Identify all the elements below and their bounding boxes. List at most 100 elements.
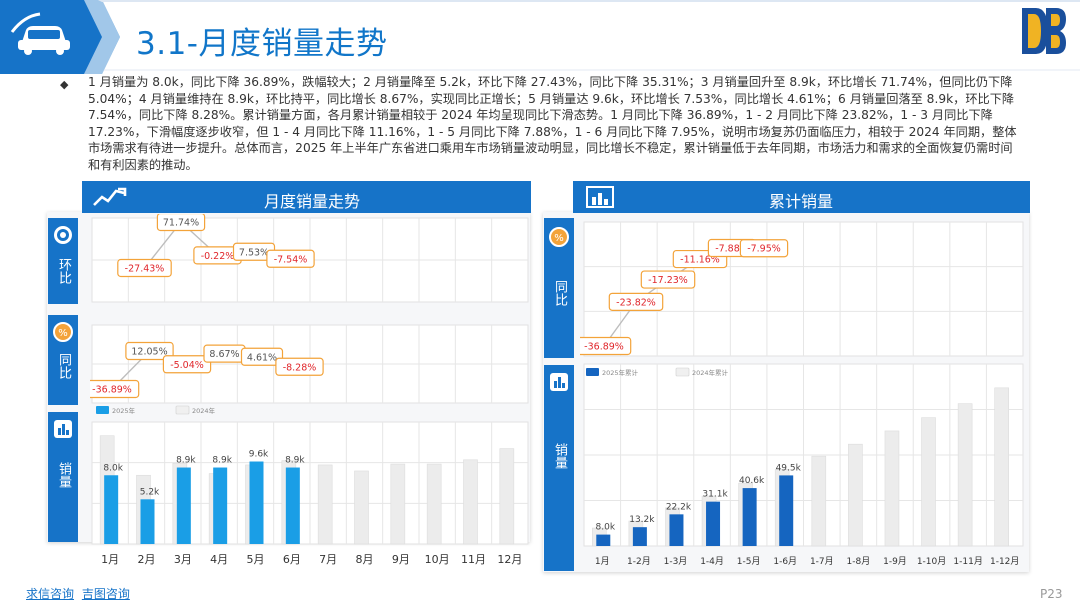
tile-sales-right: 销量	[544, 365, 574, 571]
monthly_mom-data-label: -0.22%	[201, 251, 235, 262]
cumulative_sales-bar-2024	[884, 430, 900, 547]
cumulative_yoy-data-label-box	[739, 239, 789, 258]
cumulative_sales-tick-label: 1月	[595, 556, 610, 567]
car-icon	[10, 12, 70, 55]
right-panel-header: 累计销量	[573, 181, 1030, 213]
tile-yoy-right-label: 同比	[552, 280, 567, 306]
monthly_yoy-data-label: -36.89%	[92, 385, 132, 396]
chart-cumulative-sales: 8.0k 1月 13.2k 1-2月 22.2k 1-3月 31.1k 1-4月 40.6k 1-…	[583, 363, 1024, 567]
cumulative_sales-bar-2024	[957, 403, 973, 547]
cumulative_sales-bar-2024	[994, 387, 1010, 547]
monthly_yoy-data-label-box	[162, 355, 212, 374]
column-chart-icon	[550, 373, 568, 391]
right-panel-title: 累计销量	[769, 192, 834, 211]
monthly_yoy-data-label: -5.04%	[170, 360, 204, 371]
monthly_yoy-data-label-box	[240, 347, 284, 366]
monthly_sales-legend-2025: 2025年	[112, 406, 136, 415]
monthly_sales-legend-2024: 2024年	[192, 406, 216, 415]
cumulative_sales-tick-label: 1-12月	[990, 556, 1019, 567]
monthly_sales-tick-label: 9月	[392, 553, 410, 566]
chart-monthly-yoy: -36.89% 12.05%-5.04% 8.67% 4.61% -8.28%	[90, 324, 529, 404]
monthly_sales-bar-2024	[463, 459, 478, 545]
monthly_sales-tick-label: 6月	[283, 553, 301, 566]
tile-mom-label: 环比	[56, 258, 71, 284]
tile-yoy-left-label: 同比	[56, 353, 71, 379]
cumulative_sales-tick-label: 1-11月	[953, 556, 982, 567]
tile-mom: 环比	[48, 218, 78, 304]
column-chart-icon	[54, 420, 72, 438]
monthly_sales-bar-2025	[140, 499, 155, 544]
monthly_sales-value-label: 8.9k	[176, 456, 196, 466]
cumulative_sales-tick-label: 1-9月	[883, 556, 907, 567]
cumulative_sales-tick-label: 1-5月	[737, 556, 761, 567]
monthly_sales-bar-2024	[390, 463, 406, 545]
monthly_mom-data-label: 71.74%	[163, 218, 199, 229]
monthly_sales-bar-2024	[317, 464, 333, 545]
tile-yoy-right: % 同比	[544, 218, 574, 358]
footer-link-2[interactable]: 吉图咨询	[81, 587, 130, 601]
chart-monthly-mom: -27.43% 71.74% -0.22% 7.53% -7.54%	[91, 214, 529, 303]
cumulative_sales-tick-label: 1-10月	[917, 556, 946, 567]
monthly_sales-tick-label: 3月	[174, 553, 192, 566]
cumulative_yoy-data-label: -23.82%	[616, 297, 656, 308]
cumulative_sales-legend-swatch-2024	[675, 367, 690, 377]
bullet-icon: ◆	[60, 78, 69, 91]
cumulative_yoy-data-label-box	[608, 292, 664, 311]
left-panel-header: 月度销量走势	[82, 181, 531, 213]
cumulative_sales-tick-label: 1-7月	[810, 556, 834, 567]
cumulative_yoy-data-label: -11.16%	[680, 255, 720, 266]
monthly_sales-bar-2025	[213, 467, 228, 544]
monthly_sales-legend-swatch-2025	[96, 406, 109, 414]
cumulative_sales-bar-2025	[632, 527, 647, 546]
footer-links: 求信咨询 吉图咨询	[26, 585, 134, 602]
monthly_mom-data-label: 7.53%	[239, 247, 269, 258]
percent-badge-icon: %	[549, 227, 569, 247]
cumulative_sales-bar-2024	[811, 455, 827, 547]
monthly_yoy-data-label: -8.28%	[283, 362, 317, 373]
monthly_sales-tick-label: 1月	[101, 553, 119, 566]
cumulative_sales-legend-2025: 2025年累计	[602, 368, 639, 377]
monthly_sales-bar-2025	[104, 475, 119, 544]
cumulative_sales-tick-label: 1-8月	[847, 556, 871, 567]
monthly_mom-data-label: -27.43%	[125, 264, 165, 275]
cumulative_sales-value-label: 31.1k	[702, 490, 728, 500]
monthly_sales-legend-swatch-2024	[175, 405, 190, 415]
monthly_yoy-data-label: 4.61%	[247, 352, 277, 363]
monthly_sales-value-label: 8.9k	[285, 456, 305, 466]
monthly_sales-tick-label: 12月	[497, 553, 522, 566]
footer-link-1[interactable]: 求信咨询	[26, 587, 75, 601]
tile-sales-right-label: 销量	[552, 443, 567, 469]
monthly_yoy-data-label-box	[275, 357, 324, 376]
cumulative_sales-tick-label: 1-6月	[773, 556, 797, 567]
brand-logo	[1022, 8, 1066, 54]
cumulative_sales-value-label: 13.2k	[629, 515, 655, 525]
svg-text:%: %	[554, 233, 564, 244]
tile-sales-left: 销量	[48, 412, 78, 542]
page-title: 3.1-月度销量走势	[136, 26, 388, 62]
cumulative_sales-legend-swatch-2025	[586, 368, 599, 376]
cumulative_yoy-data-label: -36.89%	[584, 342, 624, 353]
monthly_sales-tick-label: 2月	[138, 553, 156, 566]
monthly_sales-bar-2025	[285, 467, 300, 544]
monthly_sales-value-label: 8.0k	[103, 463, 123, 473]
cumulative_yoy-data-label: -7.88%	[715, 244, 749, 255]
chart-monthly-sales: 8.0k 1月 5.2k 2月 8.9k 3月 8.9k 4月 9.6k 5月 8.9k 6月 7月 8月…	[91, 405, 529, 566]
cumulative_yoy-data-label: -7.95%	[747, 244, 781, 255]
monthly_sales-tick-label: 5月	[247, 553, 265, 566]
cumulative_sales-bar-2025	[706, 501, 721, 546]
monthly_sales-bar-2024	[499, 448, 515, 545]
monthly_yoy-data-label: 12.05%	[131, 347, 167, 358]
monthly_sales-bar-2024	[426, 463, 442, 545]
trend-line-icon	[93, 187, 127, 206]
monthly_sales-tick-label: 7月	[319, 553, 337, 566]
monthly_sales-bar-2025	[176, 467, 191, 544]
monthly_sales-bar-2024	[354, 470, 369, 545]
monthly_sales-value-label: 8.9k	[212, 456, 232, 466]
tile-yoy-left: % 同比	[48, 315, 78, 405]
monthly_sales-tick-label: 8月	[356, 553, 374, 566]
svg-text:%: %	[58, 328, 68, 339]
chart-cumulative-yoy: -36.89% -23.82% -17.23% -11.16%-7.88%-7.95%	[580, 221, 1024, 357]
monthly_yoy-data-label: 8.67%	[209, 349, 239, 360]
monthly_mom-data-label-box	[117, 258, 172, 278]
tile-sales-left-label: 销量	[56, 462, 71, 488]
